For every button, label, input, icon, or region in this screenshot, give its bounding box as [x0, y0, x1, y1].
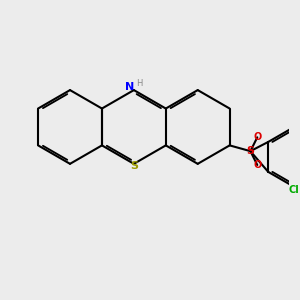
Text: O: O: [253, 132, 261, 142]
Text: O: O: [253, 160, 261, 170]
Text: Cl: Cl: [289, 185, 299, 195]
Text: S: S: [130, 161, 138, 171]
Text: N: N: [124, 82, 134, 92]
Text: S: S: [246, 146, 254, 156]
Text: H: H: [136, 79, 143, 88]
